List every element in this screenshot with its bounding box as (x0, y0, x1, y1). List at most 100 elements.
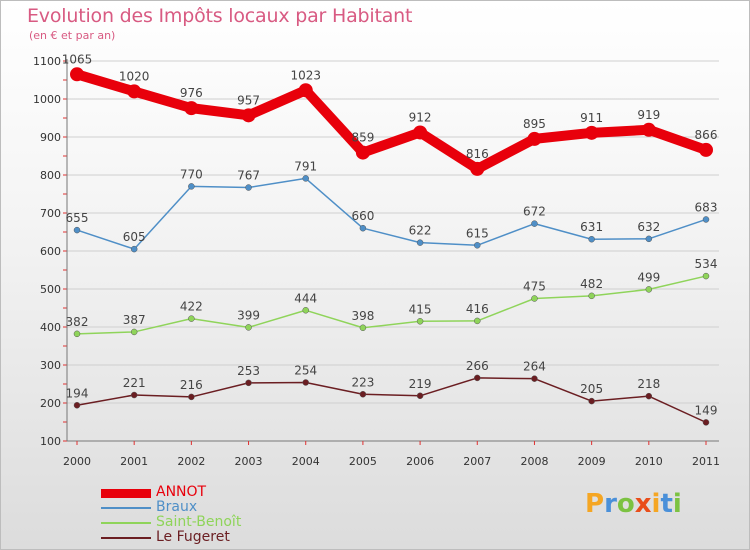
logo-letter: o (616, 489, 635, 519)
data-label: 422 (180, 300, 203, 314)
data-label: 475 (523, 280, 546, 294)
y-tick-label: 1100 (33, 55, 61, 68)
data-point (531, 220, 538, 227)
data-point (359, 391, 367, 398)
data-point (302, 175, 309, 182)
legend-label: Saint-Benoît (156, 514, 242, 530)
data-label: 615 (466, 226, 489, 240)
legend-swatch (101, 488, 151, 498)
data-point (474, 242, 481, 249)
data-point (188, 183, 195, 190)
x-tick-label: 2004 (292, 455, 320, 468)
legend-item: ANNOT (101, 484, 271, 500)
logo-letter: x (634, 489, 652, 519)
x-tick-label: 2005 (349, 455, 377, 468)
data-label: 1065 (62, 52, 93, 66)
data-label: 415 (409, 302, 432, 316)
x-tick-label: 2006 (406, 455, 434, 468)
proxiti-logo: Proxiti (585, 489, 682, 519)
data-label: 149 (695, 403, 718, 417)
data-point (702, 272, 710, 280)
data-point (531, 295, 538, 302)
legend-label: Braux (156, 499, 198, 515)
x-tick-label: 2008 (520, 455, 548, 468)
data-point (413, 125, 428, 140)
x-tick-label: 2000 (63, 455, 91, 468)
data-point (188, 393, 195, 401)
data-point (359, 324, 367, 332)
data-label: 976 (180, 86, 203, 100)
data-label: 482 (580, 277, 603, 291)
y-tick-label: 600 (40, 245, 61, 258)
data-point (416, 239, 424, 246)
logo-letter: i (672, 489, 682, 519)
data-point (130, 245, 138, 253)
data-point (474, 317, 481, 325)
data-label: 253 (237, 364, 260, 378)
data-label: 416 (466, 302, 489, 316)
data-point (702, 216, 710, 223)
data-label: 895 (523, 117, 546, 131)
data-point (474, 374, 481, 382)
data-point (416, 392, 424, 400)
data-point (470, 161, 485, 176)
data-point (127, 84, 142, 99)
legend-item: Braux (101, 499, 271, 515)
series-line-3 (76, 377, 707, 424)
data-point (531, 375, 538, 382)
data-label: 912 (409, 110, 432, 124)
data-label: 219 (409, 377, 432, 391)
data-point (588, 397, 595, 405)
data-label: 791 (294, 159, 317, 173)
data-label: 911 (580, 111, 603, 125)
data-point (130, 391, 138, 399)
data-point (645, 286, 653, 293)
data-point (416, 318, 424, 325)
series-line-0 (72, 69, 711, 174)
data-label: 622 (409, 224, 432, 238)
data-point (188, 315, 195, 322)
data-point (645, 392, 653, 400)
data-point (73, 402, 81, 409)
data-label: 205 (580, 382, 603, 396)
data-point (702, 419, 710, 426)
data-point (73, 330, 81, 338)
data-point (298, 83, 313, 98)
data-label: 770 (180, 167, 203, 181)
data-label: 444 (294, 291, 317, 305)
data-point (699, 142, 713, 157)
data-label: 816 (466, 147, 489, 161)
y-tick-label: 900 (40, 131, 61, 144)
data-point (641, 122, 656, 137)
series-line-1 (76, 177, 707, 250)
data-point (184, 101, 199, 116)
legend-item: Le Fugeret (101, 529, 271, 545)
logo-letter: t (660, 489, 673, 519)
data-point (588, 292, 595, 300)
data-point (245, 184, 252, 191)
data-label: 534 (695, 257, 718, 271)
data-label: 387 (123, 313, 146, 327)
data-point (359, 224, 367, 232)
data-point (588, 235, 595, 243)
x-tick-label: 2007 (463, 455, 491, 468)
x-tick-label: 2001 (120, 455, 148, 468)
data-label: 919 (637, 108, 660, 122)
data-label: 672 (523, 205, 546, 219)
legend-item: Saint-Benoît (101, 514, 271, 530)
legend-swatch (101, 507, 151, 509)
data-label: 866 (695, 128, 718, 142)
data-label: 218 (637, 377, 660, 391)
logo-letter: i (651, 489, 661, 519)
legend-label: Le Fugeret (156, 529, 230, 545)
data-label: 1023 (290, 68, 321, 82)
y-tick-label: 400 (40, 321, 61, 334)
series-line-2 (76, 275, 707, 335)
data-label: 683 (695, 200, 718, 214)
legend-swatch (101, 522, 151, 524)
data-label: 655 (66, 211, 89, 225)
data-point (130, 328, 138, 336)
x-tick-label: 2003 (235, 455, 263, 468)
x-tick-label: 2010 (635, 455, 663, 468)
data-label: 1020 (119, 69, 150, 83)
